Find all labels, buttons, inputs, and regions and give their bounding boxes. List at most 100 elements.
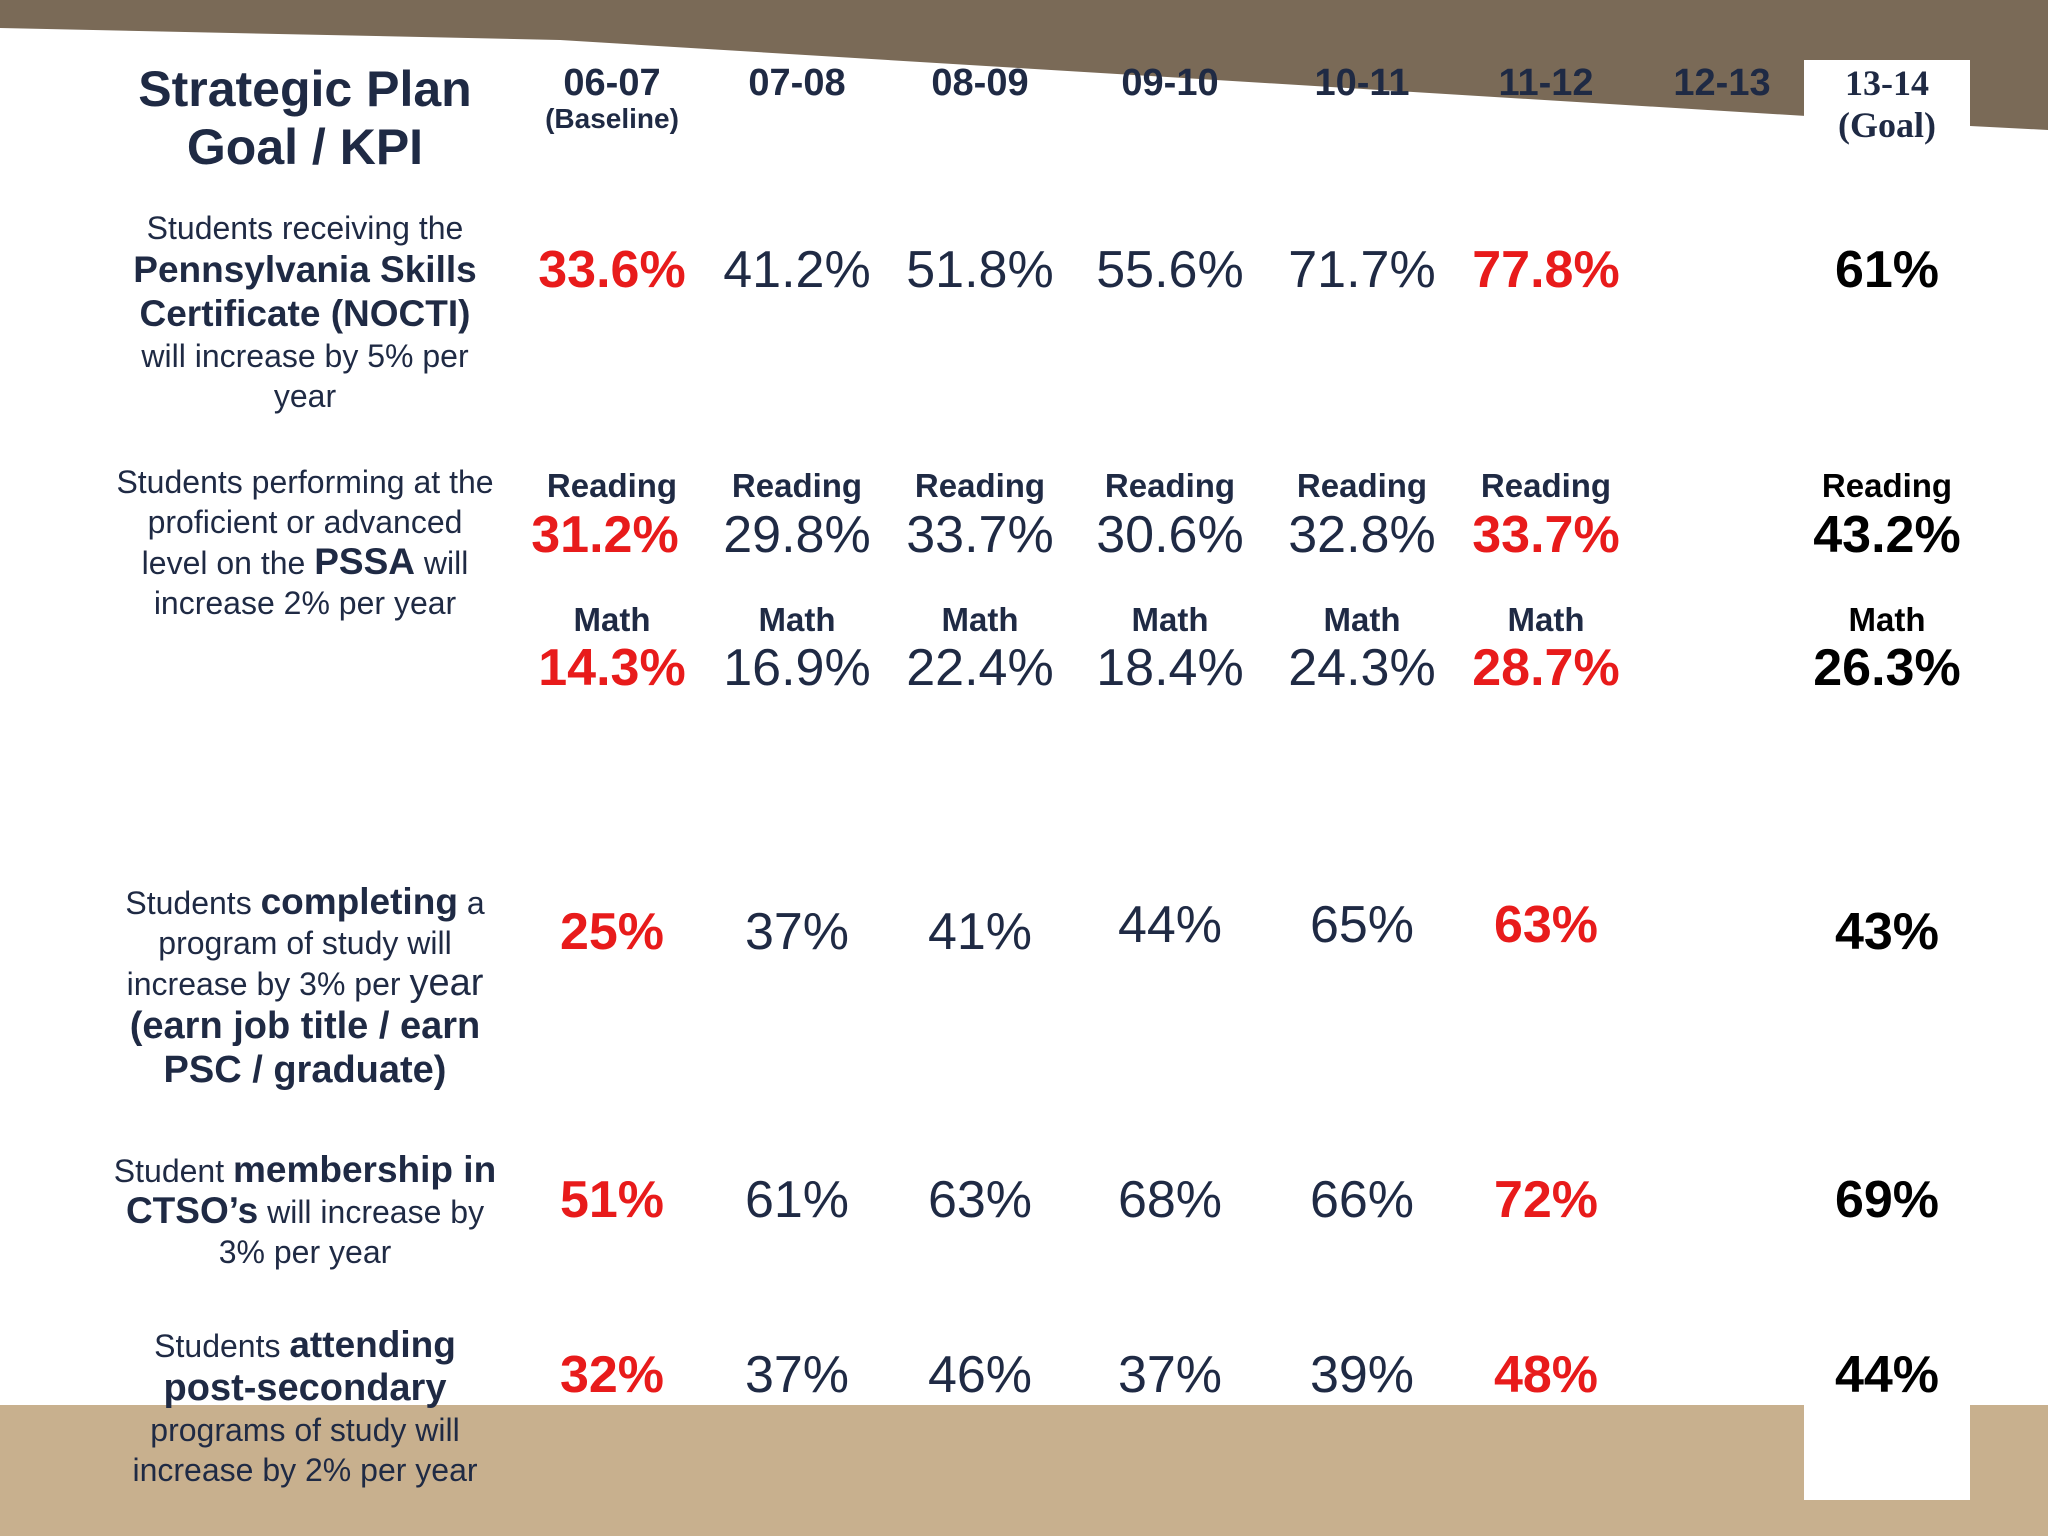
kpi-text-bold: Certificate (NOCTI) [139,293,471,334]
header-label: 09-10 [1121,62,1219,104]
header-label: 12-13 [1673,62,1771,104]
postsec-value-08-09: 46% [927,1346,1033,1404]
nocti-value-09-10: 55.6% [1096,241,1244,299]
reading-value-07-08: 29.8% [723,506,871,564]
postsec-value-11-12: 48% [1493,1346,1599,1404]
ctso-value-10-11: 66% [1309,1171,1415,1229]
completing-value-08-09: 41% [927,903,1033,961]
header-12-13: 12-13 [1637,62,1807,104]
ctso-value-06-07: 51% [559,1171,665,1229]
reading-label-11-12: Reading [1480,467,1612,504]
kpi-text-bold: post-secondary [163,1367,447,1409]
header-06-07: 06-07 (Baseline) [527,62,697,134]
kpi-text: will increase by 5% per [141,338,469,374]
kpi-text: increase 2% per year [153,585,457,621]
kpi-text-part: increase by 3% per [126,966,410,1002]
header-13-14: 13-14 (Goal) [1804,62,1970,146]
nocti-value-07-08: 41.2% [723,241,871,299]
kpi-postsecondary: Students attending post-secondary progra… [95,1325,515,1490]
title-line-2: Goal / KPI [186,119,424,175]
kpi-text-part: will [415,545,469,581]
kpi-text-large: year [409,962,484,1004]
math-label-11-12: Math [1507,601,1585,638]
math-label-08-09: Math [941,601,1019,638]
ctso-value-09-10: 68% [1117,1171,1223,1229]
kpi-text-bold: completing [260,881,458,922]
bottom-decorative-band [0,1405,2048,1536]
header-07-08: 07-08 [712,62,882,104]
ctso-value-13-14: 69% [1834,1171,1940,1229]
completing-value-11-12: 63% [1493,896,1599,954]
kpi-text-part: will increase by [258,1194,485,1230]
header-label: 13-14 [1845,63,1929,103]
header-label: 06-07 [563,62,661,104]
header-sub: (Goal) [1838,105,1936,145]
math-label-09-10: Math [1131,601,1209,638]
kpi-text-bold: PSC / graduate) [163,1049,447,1091]
kpi-text-bold: Pennsylvania Skills [133,249,477,290]
header-08-09: 08-09 [895,62,1065,104]
kpi-text: level on the PSSA will [95,542,515,583]
nocti-value-11-12: 77.8% [1472,241,1620,299]
completing-value-06-07: 25% [559,903,665,961]
kpi-completing: Students completing a program of study w… [95,882,515,1092]
reading-label-10-11: Reading [1296,467,1428,504]
nocti-value-08-09: 51.8% [906,241,1054,299]
nocti-value-06-07: 33.6% [538,241,686,299]
kpi-ctso: Student membership in CTSO’s will increa… [95,1150,515,1272]
postsec-value-13-14: 44% [1834,1346,1940,1404]
kpi-text-bold: (earn job title / earn [129,1005,481,1047]
kpi-text: Student membership in [95,1150,515,1191]
header-label: 08-09 [931,62,1029,104]
kpi-text: 3% per year [218,1234,392,1270]
kpi-text-part: Student [113,1153,233,1189]
math-value-10-11: 24.3% [1288,639,1436,697]
header-label: 07-08 [748,62,846,104]
kpi-text-bold: PSSA [314,541,415,582]
math-label-13-14: Math [1848,601,1926,638]
kpi-text-bold: membership in [233,1149,497,1190]
math-value-08-09: 22.4% [906,639,1054,697]
kpi-pssa: Students performing at the proficient or… [95,462,515,623]
reading-value-13-14: 43.2% [1813,506,1961,564]
kpi-text: increase by 2% per year [132,1452,478,1488]
kpi-text-part: a [457,885,485,921]
math-value-06-07: 14.3% [538,639,686,697]
completing-value-07-08: 37% [744,903,850,961]
kpi-text: programs of study will [150,1412,460,1448]
postsec-value-07-08: 37% [744,1346,850,1404]
postsec-value-06-07: 32% [559,1346,665,1404]
header-11-12: 11-12 [1461,62,1631,104]
reading-value-08-09: 33.7% [906,506,1054,564]
kpi-text: Students completing a [95,882,515,923]
ctso-value-11-12: 72% [1493,1171,1599,1229]
postsec-value-10-11: 39% [1309,1346,1415,1404]
reading-label-07-08: Reading [731,467,863,504]
completing-value-09-10: 44% [1117,896,1223,954]
reading-value-11-12: 33.7% [1472,506,1620,564]
math-label-07-08: Math [758,601,836,638]
kpi-text: Students attending [95,1325,515,1366]
header-sub: (Baseline) [545,103,679,134]
kpi-text: CTSO’s will increase by [95,1191,515,1232]
kpi-nocti: Students receiving the Pennsylvania Skil… [95,208,515,416]
math-value-09-10: 18.4% [1096,639,1244,697]
ctso-value-08-09: 63% [927,1171,1033,1229]
kpi-text: increase by 3% per year [95,963,515,1004]
header-09-10: 09-10 [1085,62,1255,104]
math-label-06-07: Math [573,601,651,638]
nocti-value-10-11: 71.7% [1288,241,1436,299]
goal-column-background [1804,60,1970,1500]
math-label-10-11: Math [1323,601,1401,638]
title-line-1: Strategic Plan [138,61,472,117]
math-value-13-14: 26.3% [1813,639,1961,697]
reading-label-09-10: Reading [1104,467,1236,504]
kpi-text: program of study will [158,925,452,961]
header-10-11: 10-11 [1277,62,1447,104]
completing-value-10-11: 65% [1309,896,1415,954]
reading-value-06-07: 31.2% [531,506,679,564]
kpi-text-part: level on the [141,545,315,581]
kpi-text: Students receiving the [146,210,464,246]
reading-value-09-10: 30.6% [1096,506,1244,564]
kpi-text: proficient or advanced [147,504,463,540]
